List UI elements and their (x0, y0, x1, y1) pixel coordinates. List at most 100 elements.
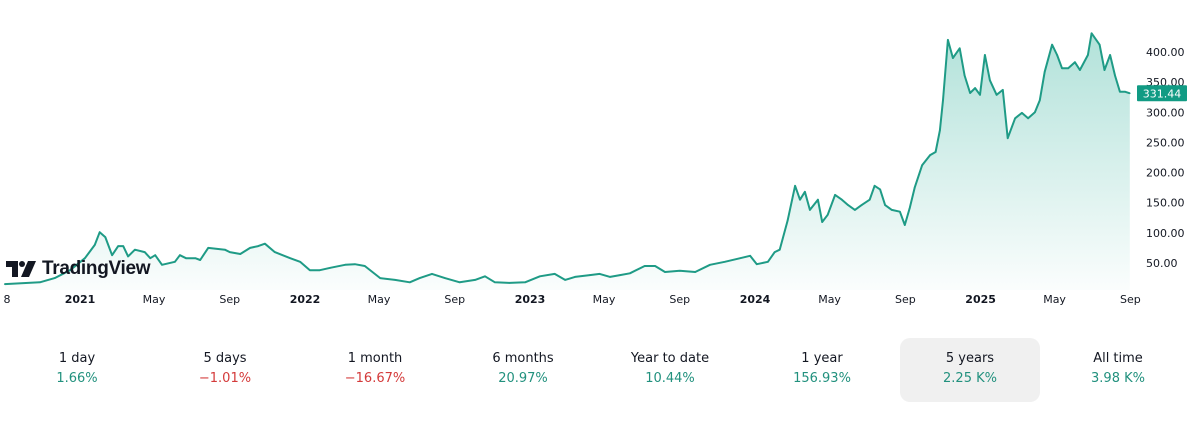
period-tab-all-time[interactable]: All time 3.98 K% (1048, 338, 1188, 402)
price-point (984, 54, 986, 56)
price-point (444, 277, 446, 279)
price-point (564, 279, 566, 281)
price-point (989, 79, 991, 82)
x-tick-label: 2022 (290, 293, 321, 306)
price-point (524, 281, 526, 284)
period-tab-1-month[interactable]: 1 month −16.67% (305, 338, 445, 402)
price-point (1087, 54, 1089, 56)
price-point (749, 254, 751, 257)
price-point (494, 281, 496, 284)
price-point (1090, 32, 1093, 35)
price-point (179, 254, 181, 256)
price-point (1051, 43, 1053, 46)
price-point (418, 277, 421, 279)
price-point (588, 274, 591, 276)
price-point (834, 194, 836, 196)
price-point (884, 204, 886, 206)
x-tick-label: Sep (1120, 293, 1141, 306)
price-point (619, 274, 621, 276)
price-point (934, 151, 937, 153)
price-point (899, 210, 901, 213)
price-point (778, 248, 781, 251)
x-tick-label: Sep (219, 293, 240, 306)
price-chart[interactable]: 50.00100.00150.00200.00250.00300.00350.0… (0, 0, 1200, 330)
price-point (318, 269, 321, 272)
price-point (969, 92, 971, 94)
period-tab-5-years[interactable]: 5 years 2.25 K% (900, 338, 1040, 402)
price-point (161, 264, 163, 266)
price-point (257, 245, 259, 247)
period-tab-1-year[interactable]: 1 year 156.93% (752, 338, 892, 402)
price-point (299, 260, 301, 263)
price-point (539, 275, 541, 278)
price-point (609, 276, 611, 278)
x-tick-label: 8 (4, 293, 11, 306)
price-point (654, 265, 656, 267)
price-point (194, 257, 197, 259)
y-tick-label: 200.00 (1146, 167, 1185, 180)
svg-text:331.44: 331.44 (1143, 87, 1182, 100)
period-tab-year-to-date[interactable]: Year to date 10.44% (600, 338, 740, 402)
price-point (309, 269, 311, 272)
price-point (939, 129, 941, 132)
price-point (1034, 111, 1036, 114)
tradingview-logo[interactable]: TradingView (6, 258, 151, 280)
price-point (1006, 137, 1009, 139)
price-point (458, 281, 461, 284)
price-point (53, 277, 56, 279)
price-point (104, 236, 107, 238)
price-point (329, 267, 332, 269)
price-point (629, 272, 631, 275)
price-point (273, 251, 276, 253)
price-point (154, 254, 157, 256)
price-point (39, 281, 41, 284)
price-point (174, 260, 176, 263)
price-point (804, 191, 806, 193)
price-point (794, 185, 796, 187)
price-point (643, 265, 646, 267)
price-point (678, 270, 681, 272)
price-point (344, 264, 346, 266)
price-point (249, 247, 251, 249)
price-point (199, 259, 202, 261)
price-point (1061, 67, 1063, 70)
price-point (841, 198, 843, 201)
period-change-value: 2.25 K% (943, 371, 997, 386)
logo-text: TradingView (42, 258, 151, 279)
price-point (1056, 54, 1058, 56)
period-change-value: −1.01% (198, 371, 252, 386)
period-tab-1-day[interactable]: 1 day 1.66% (7, 338, 147, 402)
price-point (891, 209, 893, 211)
price-point (809, 209, 811, 211)
price-point (821, 221, 823, 223)
price-point (1014, 117, 1016, 120)
price-point (942, 99, 944, 101)
y-axis: 50.00100.00150.00200.00250.00300.00350.0… (1146, 46, 1185, 270)
price-point (921, 164, 923, 167)
price-point (817, 198, 819, 201)
price-point (98, 231, 101, 234)
price-point (903, 224, 906, 226)
price-point (979, 93, 981, 96)
period-change-value: 3.98 K% (1091, 371, 1145, 386)
price-point (958, 47, 961, 50)
price-point (739, 257, 742, 259)
x-tick-label: 2023 (515, 293, 546, 306)
period-change-value: 20.97% (498, 371, 548, 386)
period-tab-5-days[interactable]: 5 days −1.01% (155, 338, 295, 402)
price-area-fill (4, 33, 1130, 291)
price-point (860, 204, 863, 206)
price-point (929, 154, 931, 156)
price-point (69, 269, 71, 272)
y-tick-label: 250.00 (1146, 136, 1185, 149)
price-point (1027, 117, 1029, 120)
period-tab-6-months[interactable]: 6 months 20.97% (453, 338, 593, 402)
price-point (786, 219, 789, 221)
y-tick-label: 50.00 (1146, 257, 1178, 270)
price-point (127, 255, 129, 258)
price-point (952, 57, 954, 59)
price-point (363, 265, 366, 267)
x-tick-label: 2024 (740, 293, 771, 306)
price-point (1079, 69, 1081, 71)
price-point (1119, 90, 1121, 93)
